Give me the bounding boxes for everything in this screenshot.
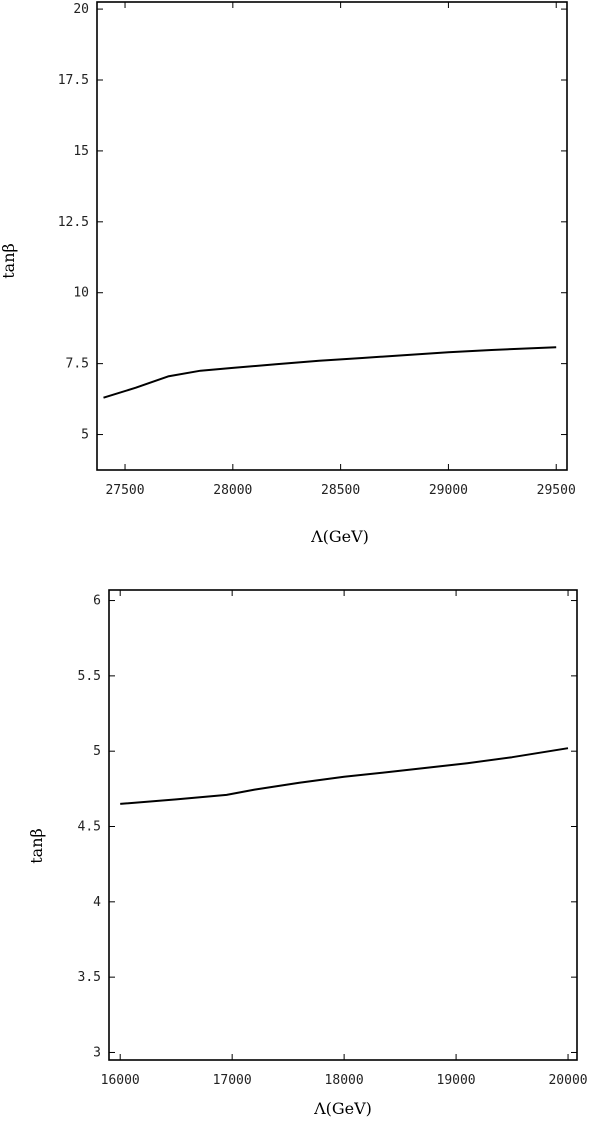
y-tick-label: 3 xyxy=(93,1045,101,1060)
y-tick-label: 15 xyxy=(73,144,89,159)
series-line xyxy=(103,346,557,399)
series-line xyxy=(120,747,569,805)
y-tick-label: 10 xyxy=(73,286,89,301)
x-tick-label: 27500 xyxy=(105,483,144,498)
y-tick-label: 20 xyxy=(73,2,89,17)
x-tick-label: 19000 xyxy=(437,1073,476,1088)
y-tick-label: 5 xyxy=(93,744,101,759)
y-tick-label: 4.5 xyxy=(78,820,101,835)
y-axis-label: tanβ xyxy=(27,828,46,864)
y-tick-label: 12.5 xyxy=(58,215,89,230)
plot-frame xyxy=(108,589,578,1061)
x-tick-label: 16000 xyxy=(101,1073,140,1088)
x-tick-label: 29000 xyxy=(429,483,468,498)
y-tick-label: 4 xyxy=(93,895,101,910)
y-tick-label: 5.5 xyxy=(78,669,101,684)
x-tick-label: 29500 xyxy=(537,483,576,498)
y-axis-label: tanβ xyxy=(0,243,18,279)
x-tick-label: 28500 xyxy=(321,483,360,498)
x-tick-label: 17000 xyxy=(213,1073,252,1088)
x-tick-label: 20000 xyxy=(548,1073,587,1088)
plot-frame xyxy=(96,1,568,471)
chart-top: 27500 28000 28500 29000 29500 5 7.5 10 12.5 15 17.… xyxy=(0,1,576,546)
chart-bottom: 16000 17000 18000 19000 20000 3 3.5 4 4.5 5 5.5 6 Λ(… xyxy=(27,589,588,1118)
x-tick-label: 28000 xyxy=(213,483,252,498)
x-axis-label: Λ(GeV) xyxy=(310,527,369,546)
x-tick-label: 18000 xyxy=(325,1073,364,1088)
y-tick-label: 17.5 xyxy=(58,73,89,88)
y-tick-label: 3.5 xyxy=(78,970,101,985)
y-tick-label: 6 xyxy=(93,594,101,609)
x-axis-label: Λ(GeV) xyxy=(313,1099,372,1118)
y-tick-label: 7.5 xyxy=(66,357,89,372)
y-tick-label: 5 xyxy=(81,428,89,443)
